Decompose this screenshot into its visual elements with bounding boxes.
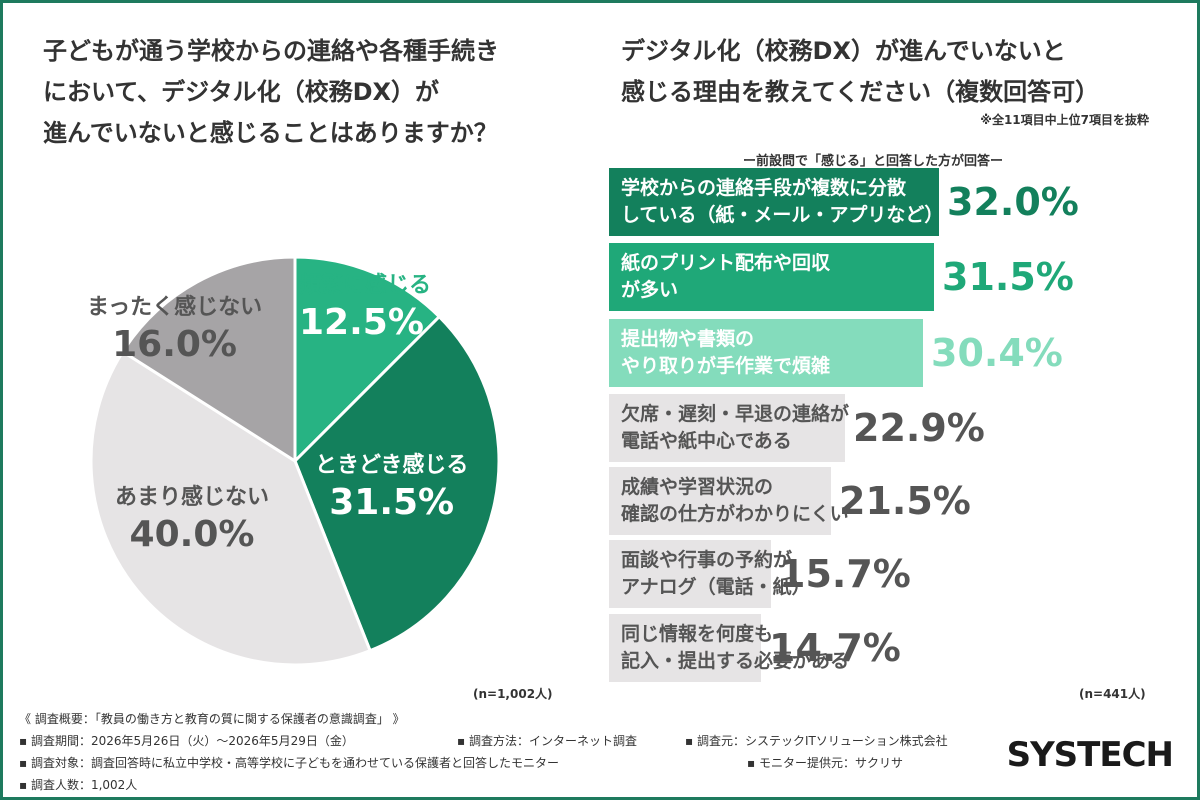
- bar-label-line: 記入・提出する必要がある: [621, 650, 850, 672]
- pie-slice-value: 16.0%: [112, 324, 238, 365]
- selection-note: ※全11項目中上位7項目を抜粋: [980, 113, 1149, 127]
- bar-label-line: 電話や紙中心である: [621, 430, 792, 452]
- bar-fill: [609, 319, 923, 387]
- bar-fill: [609, 243, 934, 311]
- bar-label: 欠席・遅刻・早退の連絡が 電話や紙中心である: [621, 401, 849, 455]
- respondent-subtitle: ー前設問で「感じる」と回答した方が回答ー: [743, 154, 1004, 169]
- pie-slice-value: 31.5%: [329, 482, 455, 523]
- survey-count: ▪ 調査人数：1,002人: [19, 778, 138, 792]
- bar-label: 同じ情報を何度も記入・提出する必要がある: [621, 621, 849, 675]
- pie-slice-name: ときどき感じる: [315, 453, 469, 478]
- bar-value: 14.7%: [769, 626, 901, 670]
- pie-slice-value: 12.5%: [299, 302, 424, 343]
- bar-fill: [609, 394, 845, 462]
- bar-value: 31.5%: [942, 255, 1074, 299]
- pie-slice-name: まったく感じない: [87, 295, 263, 320]
- pie-label-never: まったく感じない 16.0%: [87, 293, 262, 367]
- pie-slice-name: 頻繁に感じる: [299, 273, 432, 298]
- bar-fill: [609, 168, 939, 236]
- survey-target: ▪ 調査対象：調査回答時に私立中学校・高等学校に子どもを通わせている保護者と回答…: [19, 756, 559, 770]
- systech-logo: SYSTECH: [1006, 735, 1174, 775]
- bar-label-line: 成績や学習状況の: [621, 476, 774, 498]
- title-line: 子どもが通う学校からの連絡や各種手続き: [43, 37, 499, 65]
- bar-label-line: アナログ（電話・紙）: [621, 576, 811, 598]
- bar-label-line: 欠席・遅刻・早退の連絡が: [621, 403, 850, 425]
- bar-label: 提出物や書類のやり取りが手作業で煩雑: [621, 326, 830, 380]
- bar-label-line: 面談や行事の予約が: [621, 549, 793, 571]
- bar-label-line: 学校からの連絡手段が複数に分散: [621, 177, 907, 199]
- pie-slice-2: [89, 349, 373, 667]
- bar-label: 成績や学習状況の確認の仕方がわかりにくい: [621, 474, 849, 528]
- pie-chart: [89, 255, 501, 667]
- bar-value: 30.4%: [931, 331, 1063, 375]
- pie-label-frequent: 頻繁に感じる 12.5%: [299, 271, 431, 345]
- pie-slice-3: [120, 255, 297, 464]
- pie-sample-size: (n=1,002人): [473, 687, 553, 701]
- bar-sample-size: (n=441人): [1079, 687, 1146, 701]
- pie-slice-0: [293, 255, 442, 465]
- bar-label: 面談や行事の予約が アナログ（電話・紙）: [621, 547, 811, 601]
- bar-label-line: している（紙・メール・アプリなど）: [621, 204, 944, 226]
- bar-fill: [609, 540, 771, 608]
- overview-title: 《 調査概要：「教員の働き方と教育の質に関する保護者の意識調査」 》: [19, 712, 405, 726]
- pie-label-rarely: あまり感じない 40.0%: [115, 483, 269, 557]
- bar-label-line: 確認の仕方がわかりにくい: [621, 503, 849, 525]
- bar-label-line: やり取りが手作業で煩雑: [621, 355, 831, 377]
- title-line: デジタル化（校務DX）が進んでいないと: [621, 37, 1066, 65]
- bar-label-line: 同じ情報を何度も: [621, 623, 774, 645]
- survey-source: ▪ 調査元：システックITソリューション株式会社: [685, 734, 948, 748]
- pie-slice-value: 40.0%: [129, 514, 255, 555]
- bar-label-line: 提出物や書類の: [621, 328, 755, 350]
- bar-label-line: 紙のプリント配布や回収: [621, 252, 831, 274]
- pie-slice-name: あまり感じない: [115, 485, 270, 510]
- bar-label-line: が多い: [621, 279, 679, 301]
- pie-question-title: 子どもが通う学校からの連絡や各種手続き において、デジタル化（校務DX）が 進ん…: [43, 31, 583, 154]
- survey-method: ▪ 調査方法：インターネット調査: [457, 734, 637, 748]
- survey-provider: ▪ モニター提供元：サクリサ: [747, 756, 903, 770]
- bar-question-title: デジタル化（校務DX）が進んでいないと 感じる理由を教えてください（複数回答可）: [621, 31, 1181, 113]
- bar-value: 22.9%: [853, 406, 985, 450]
- bar-value: 32.0%: [947, 180, 1079, 224]
- title-line: において、デジタル化（校務DX）が: [43, 78, 440, 106]
- title-line: 感じる理由を教えてください（複数回答可）: [621, 78, 1100, 106]
- bar-value: 21.5%: [839, 479, 971, 523]
- survey-period: ▪ 調査期間：2026年5月26日（火）〜2026年5月29日（金）: [19, 734, 354, 748]
- pie-label-sometimes: ときどき感じる 31.5%: [315, 451, 468, 525]
- bar-fill: [609, 467, 831, 535]
- bar-label: 学校からの連絡手段が複数に分散している（紙・メール・アプリなど）: [621, 175, 943, 229]
- bar-label: 紙のプリント配布や回収 が多い: [621, 250, 830, 304]
- bar-value: 15.7%: [779, 552, 911, 596]
- pie-slice-1: [293, 314, 501, 653]
- title-line: 進んでいないと感じることはありますか？: [43, 119, 498, 147]
- bar-fill: [609, 614, 761, 682]
